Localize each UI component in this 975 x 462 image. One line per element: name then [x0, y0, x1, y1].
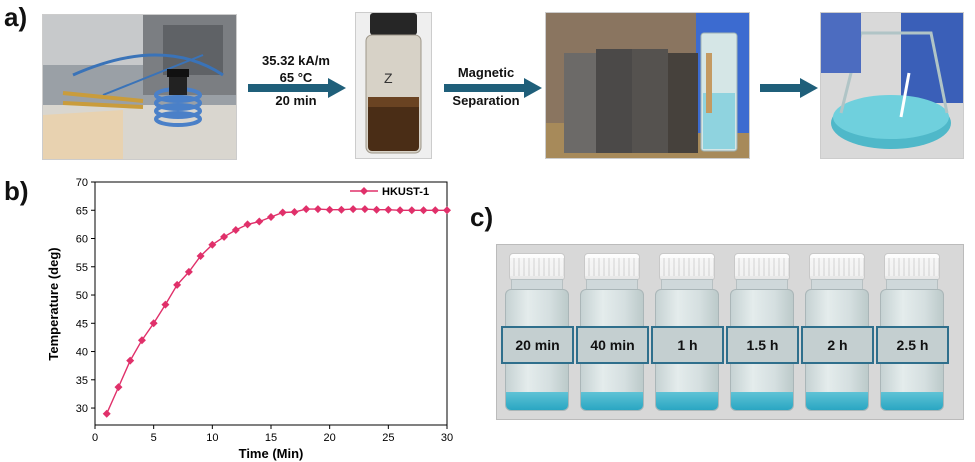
magnetic-separation-photo	[545, 12, 750, 159]
heating-conditions: 35.32 kA/m 65 °C	[246, 52, 346, 86]
x-tick-label: 0	[92, 432, 98, 444]
data-point-marker	[278, 208, 287, 217]
field-strength-text: 35.32 kA/m	[262, 53, 330, 68]
y-tick-label: 60	[76, 234, 88, 246]
duration-text: 20 min	[275, 93, 317, 108]
vial-cap	[659, 253, 715, 281]
vial-time-label: 40 min	[576, 326, 649, 364]
data-point-marker	[184, 267, 193, 276]
hkust1-series-line	[106, 208, 447, 414]
data-point-marker	[149, 319, 158, 328]
x-tick-label: 15	[265, 432, 277, 444]
data-point-marker	[231, 226, 240, 235]
data-point-marker	[384, 205, 393, 214]
vial-cap	[584, 253, 640, 281]
data-point-marker	[220, 232, 229, 241]
product-vial-photo	[820, 12, 964, 159]
vial-time-label: 1.5 h	[726, 326, 799, 364]
y-tick-label: 40	[76, 347, 88, 359]
separation-label: Separation	[452, 93, 520, 108]
y-tick-label: 50	[76, 290, 88, 302]
x-tick-label: 10	[206, 432, 218, 444]
y-tick-label: 30	[76, 403, 88, 415]
y-tick-label: 45	[76, 318, 88, 330]
x-tick-label: 30	[441, 432, 453, 444]
data-point-marker	[443, 206, 451, 215]
process-arrow-3	[760, 78, 818, 98]
temperature-text: 65 °C	[279, 70, 313, 85]
magnetic-label: Magnetic	[457, 65, 515, 80]
vial-time-label: 2 h	[801, 326, 874, 364]
y-tick-label: 65	[76, 205, 88, 217]
process-arrow-1	[248, 78, 346, 98]
vial-cap	[809, 253, 865, 281]
panel-a-label: a)	[4, 2, 28, 32]
data-point-marker	[302, 205, 311, 214]
vial-cap	[734, 253, 790, 281]
data-point-marker	[208, 240, 217, 249]
induction-heater-photo	[42, 14, 237, 160]
x-tick-label: 25	[382, 432, 394, 444]
vial-liquid	[731, 392, 793, 410]
y-axis-label: Temperature (deg)	[46, 247, 61, 360]
y-tick-label: 55	[76, 262, 88, 274]
vial-time-label: 20 min	[501, 326, 574, 364]
x-axis-label: Time (Min)	[239, 446, 304, 461]
x-tick-label: 5	[151, 432, 157, 444]
panel-b-label: b)	[4, 176, 29, 206]
data-point-marker	[431, 206, 440, 215]
panel-c-label: c)	[470, 202, 494, 232]
data-point-marker	[396, 206, 405, 215]
vial-liquid	[581, 392, 643, 410]
vial-time-label: 1 h	[651, 326, 724, 364]
vial-liquid	[506, 392, 568, 410]
data-point-marker	[196, 252, 205, 261]
y-tick-label: 35	[76, 375, 88, 387]
data-point-marker	[337, 205, 346, 214]
data-point-marker	[126, 356, 135, 365]
svg-text:Z: Z	[384, 70, 393, 86]
data-point-marker	[102, 409, 111, 418]
data-point-marker	[137, 336, 146, 345]
data-point-marker	[325, 205, 334, 214]
legend-marker	[360, 187, 368, 195]
vial-time-label: 2.5 h	[876, 326, 949, 364]
x-tick-label: 20	[324, 432, 336, 444]
data-point-marker	[360, 205, 369, 214]
data-point-marker	[407, 206, 416, 215]
vial-liquid	[656, 392, 718, 410]
data-point-marker	[243, 220, 252, 229]
vial-cap	[509, 253, 565, 281]
legend: HKUST-1	[350, 186, 429, 198]
data-point-marker	[419, 206, 428, 215]
data-point-marker	[161, 300, 170, 309]
data-point-marker	[173, 280, 182, 289]
data-point-marker	[349, 205, 358, 214]
data-point-marker	[313, 205, 322, 214]
data-point-marker	[255, 217, 264, 226]
vial-liquid	[881, 392, 943, 410]
vial-cap	[884, 253, 940, 281]
data-point-marker	[290, 207, 299, 216]
vial-liquid	[806, 392, 868, 410]
data-point-marker	[267, 213, 275, 222]
data-point-marker	[372, 205, 381, 214]
data-point-marker	[114, 383, 123, 392]
process-arrow-2	[444, 78, 542, 98]
reaction-vial-photo: Z	[355, 12, 432, 159]
y-tick-label: 70	[76, 177, 88, 189]
legend-label: HKUST-1	[382, 186, 429, 198]
